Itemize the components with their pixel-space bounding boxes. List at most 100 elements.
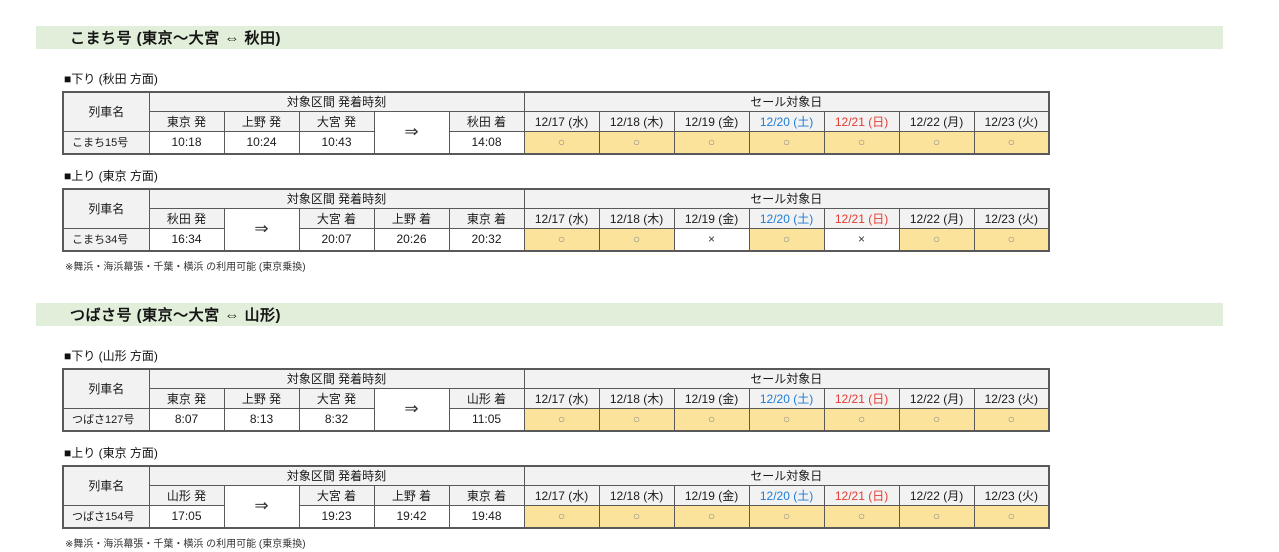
date-header: 12/18 (木) <box>598 207 675 229</box>
date-header: 12/22 (月) <box>898 110 975 132</box>
sale-dates-header: セール対象日 <box>523 368 1050 389</box>
availability-cell: × <box>823 227 900 252</box>
section-title: つばさ号 (東京～大宮 ⇔ 山形) <box>70 307 281 324</box>
date-header: 12/20 (土) <box>748 484 825 506</box>
date-header: 12/19 (金) <box>673 484 750 506</box>
dep-station-header: 上野 発 <box>223 387 300 409</box>
date-header: 12/19 (金) <box>673 207 750 229</box>
direction-label-down: ■下り (山形 方面) <box>64 349 158 363</box>
train-name-cell: こまち15号 <box>62 130 150 155</box>
availability-cell: ○ <box>598 227 675 252</box>
date-header: 12/17 (水) <box>523 387 600 409</box>
date-header: 12/20 (土) <box>748 387 825 409</box>
availability-cell: ○ <box>748 407 825 432</box>
availability-cell: ○ <box>898 407 975 432</box>
segment-time-header: 対象区間 発着時刻 <box>148 91 525 112</box>
tsubasa-section-header: つばさ号 (東京～大宮 ⇔ 山形) <box>36 303 1223 326</box>
availability-cell: ○ <box>598 504 675 529</box>
komachi-down-table: 列車名 対象区間 発着時刻 セール対象日 東京 発 上野 発 大宮 発 ⇒ 秋田… <box>62 91 1051 155</box>
segment-time-header: 対象区間 発着時刻 <box>148 368 525 389</box>
train-name-cell: つばさ127号 <box>62 407 150 432</box>
arr-station-header: 秋田 着 <box>448 110 525 132</box>
arr-station-header: 大宮 着 <box>298 207 375 229</box>
availability-cell: ○ <box>523 504 600 529</box>
availability-cell: ○ <box>823 130 900 155</box>
transfer-note: ※舞浜・海浜幕張・千葉・横浜 の利用可能 (東京乗換) <box>65 539 306 550</box>
sale-dates-header: セール対象日 <box>523 188 1050 209</box>
time-cell: 20:32 <box>448 227 525 252</box>
dep-station-header: 大宮 発 <box>298 387 375 409</box>
date-header: 12/17 (水) <box>523 207 600 229</box>
direction-arrow: ⇒ <box>373 387 450 432</box>
date-header: 12/21 (日) <box>823 110 900 132</box>
komachi-section: こまち号 (東京～大宮 ⇔ 秋田) ■下り (秋田 方面) 列車名 対象区間 発… <box>36 26 1259 273</box>
date-header: 12/23 (火) <box>973 387 1050 409</box>
arr-station-header: 山形 着 <box>448 387 525 409</box>
date-header: 12/18 (木) <box>598 110 675 132</box>
availability-cell: ○ <box>523 227 600 252</box>
tsubasa-section: つばさ号 (東京～大宮 ⇔ 山形) ■下り (山形 方面) 列車名 対象区間 発… <box>36 303 1259 550</box>
availability-cell: ○ <box>823 504 900 529</box>
train-name-cell: こまち34号 <box>62 227 150 252</box>
sale-dates-header: セール対象日 <box>523 465 1050 486</box>
dep-station-header: 秋田 発 <box>148 207 225 229</box>
availability-cell: ○ <box>598 130 675 155</box>
time-cell: 14:08 <box>448 130 525 155</box>
availability-cell: ○ <box>748 130 825 155</box>
direction-label-up: ■上り (東京 方面) <box>64 169 158 183</box>
availability-cell: ○ <box>973 130 1050 155</box>
komachi-content: ■下り (秋田 方面) 列車名 対象区間 発着時刻 セール対象日 東京 発 上野… <box>62 70 1051 273</box>
date-header: 12/23 (火) <box>973 110 1050 132</box>
direction-label-down: ■下り (秋田 方面) <box>64 72 158 86</box>
time-cell: 8:07 <box>148 407 225 432</box>
dep-station-header: 上野 発 <box>223 110 300 132</box>
komachi-section-header: こまち号 (東京～大宮 ⇔ 秋田) <box>36 26 1223 49</box>
arr-station-header: 上野 着 <box>373 207 450 229</box>
availability-cell: ○ <box>748 504 825 529</box>
time-cell: 10:18 <box>148 130 225 155</box>
date-header: 12/20 (土) <box>748 207 825 229</box>
availability-cell: ○ <box>823 407 900 432</box>
time-cell: 10:24 <box>223 130 300 155</box>
direction-arrow: ⇒ <box>223 207 300 252</box>
train-name-cell: つばさ154号 <box>62 504 150 529</box>
date-header: 12/22 (月) <box>898 484 975 506</box>
tsubasa-down-table: 列車名 対象区間 発着時刻 セール対象日 東京 発 上野 発 大宮 発 ⇒ 山形… <box>62 368 1051 432</box>
time-cell: 20:07 <box>298 227 375 252</box>
date-header: 12/20 (土) <box>748 110 825 132</box>
dep-station-header: 東京 発 <box>148 110 225 132</box>
date-header: 12/17 (水) <box>523 110 600 132</box>
date-header: 12/21 (日) <box>823 207 900 229</box>
availability-cell: ○ <box>748 227 825 252</box>
tsubasa-content: ■下り (山形 方面) 列車名 対象区間 発着時刻 セール対象日 東京 発 上野… <box>62 347 1051 550</box>
train-name-header: 列車名 <box>62 91 150 132</box>
time-cell: 16:34 <box>148 227 225 252</box>
availability-cell: ○ <box>673 407 750 432</box>
direction-label-up: ■上り (東京 方面) <box>64 446 158 460</box>
time-cell: 19:23 <box>298 504 375 529</box>
time-cell: 17:05 <box>148 504 225 529</box>
train-name-header: 列車名 <box>62 188 150 229</box>
section-title: こまち号 (東京～大宮 ⇔ 秋田) <box>70 30 281 47</box>
arr-station-header: 大宮 着 <box>298 484 375 506</box>
time-cell: 19:42 <box>373 504 450 529</box>
date-header: 12/21 (日) <box>823 484 900 506</box>
direction-arrow: ⇒ <box>223 484 300 529</box>
dep-station-header: 大宮 発 <box>298 110 375 132</box>
direction-arrow: ⇒ <box>373 110 450 155</box>
availability-cell: ○ <box>898 130 975 155</box>
komachi-up-table: 列車名 対象区間 発着時刻 セール対象日 秋田 発 ⇒ 大宮 着 上野 着 東京… <box>62 188 1051 252</box>
availability-cell: ○ <box>673 130 750 155</box>
arr-station-header: 東京 着 <box>448 484 525 506</box>
time-cell: 8:13 <box>223 407 300 432</box>
dep-station-header: 東京 発 <box>148 387 225 409</box>
availability-cell: ○ <box>523 407 600 432</box>
availability-cell: × <box>673 227 750 252</box>
dep-station-header: 山形 発 <box>148 484 225 506</box>
transfer-note: ※舞浜・海浜幕張・千葉・横浜 の利用可能 (東京乗換) <box>65 262 306 273</box>
date-header: 12/22 (月) <box>898 207 975 229</box>
availability-cell: ○ <box>973 504 1050 529</box>
availability-cell: ○ <box>673 504 750 529</box>
availability-cell: ○ <box>898 504 975 529</box>
